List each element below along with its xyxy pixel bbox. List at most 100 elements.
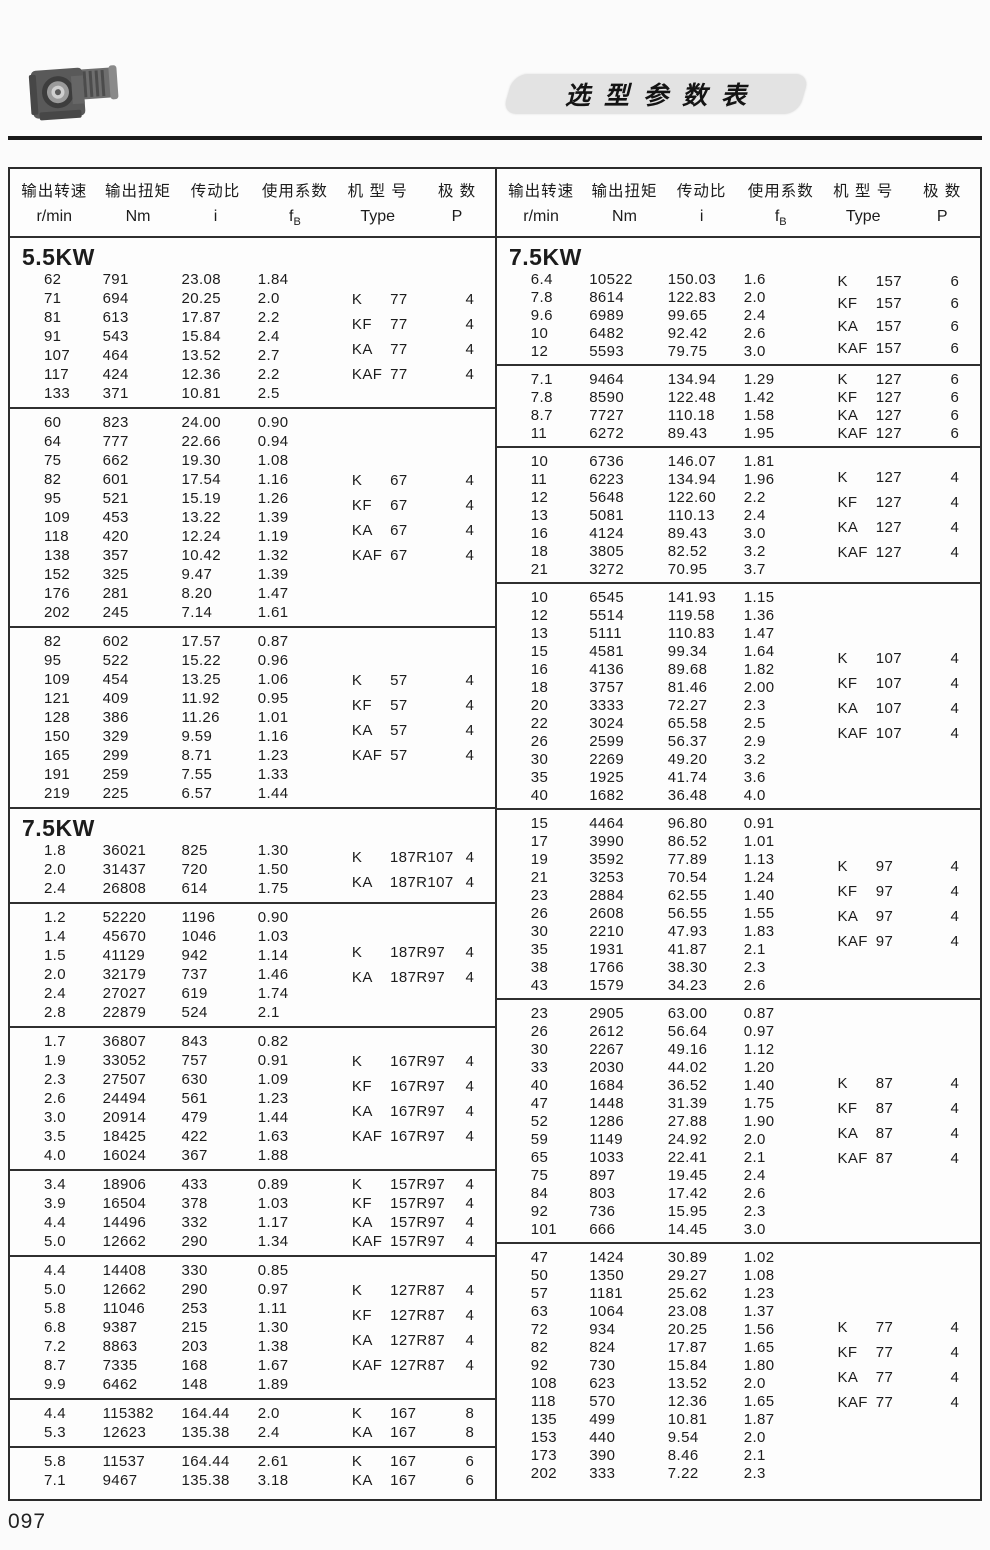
cell-ratio: 20.25 (667, 1320, 708, 1338)
data-block: 10 6736 146.07 1.81 11 6223 134.94 1.96 12 5648 12… (497, 448, 980, 585)
type-size: 157 (875, 317, 902, 335)
cell-ratio: 86.52 (667, 832, 708, 850)
cell-speed: 108 (530, 1374, 558, 1392)
gearmotor-photo (28, 65, 119, 121)
cell-service-factor: 2.2 (743, 488, 766, 506)
table-row: 40 1684 36.52 1.40 (497, 1076, 980, 1094)
type-size: 97 (875, 908, 894, 926)
block-inner: 1.7 36807 843 0.82 1.9 33052 757 0.91 2.3 27507 63… (10, 1032, 495, 1165)
cell-ratio: 96.80 (667, 814, 708, 832)
table-row: 16 4136 89.68 1.82 (497, 660, 980, 678)
pole-value: 4 (950, 1369, 960, 1387)
type-size: 167 (390, 1472, 417, 1490)
cell-service-factor: 1.40 (743, 1076, 775, 1094)
cell-speed: 30 (530, 750, 549, 768)
cell-torque: 8590 (589, 388, 625, 406)
pole-value: 4 (465, 969, 475, 987)
data-block: 15 4464 96.80 0.91 17 3990 86.52 1.01 19 3592 77.8… (497, 810, 980, 1001)
cell-ratio: 9.59 (181, 728, 213, 746)
type-prefix: KF (837, 1100, 858, 1118)
cell-ratio: 15.19 (181, 490, 222, 508)
cell-ratio: 215 (181, 1319, 208, 1337)
cell-ratio: 146.07 (667, 452, 717, 470)
type-size: 57 (390, 746, 408, 764)
table-row: 7.8 8590 122.48 1.42 (497, 388, 980, 406)
table-row: 101 666 14.45 3.0 (497, 1220, 980, 1238)
type-row: KF 67 4 (352, 493, 488, 518)
pole-value: 4 (465, 848, 475, 866)
cell-speed: 81 (43, 309, 62, 327)
cell-speed: 52 (530, 1112, 549, 1130)
page-title-banner: 选型参数表 (502, 74, 810, 114)
cell-ratio: 30.89 (667, 1248, 708, 1266)
cell-speed: 6.8 (43, 1319, 66, 1337)
cell-ratio: 56.55 (667, 904, 708, 922)
cell-ratio: 253 (181, 1300, 208, 1318)
cell-torque: 12662 (102, 1233, 147, 1251)
cell-speed: 2.6 (43, 1090, 66, 1108)
table-row: 20 3333 72.27 2.3 (497, 696, 980, 714)
header-unit-poles: P (451, 208, 463, 225)
type-column: K 57 4 KF 57 4 KA 57 4 KAF 57 4 (352, 632, 488, 803)
pole-value: 6 (950, 370, 960, 388)
block-inner: 1.2 52220 1196 0.90 1.4 45670 1046 1.03 1.5 41129… (10, 908, 495, 1022)
table-row: 202 333 7.22 2.3 (497, 1464, 980, 1482)
type-prefix: K (351, 1176, 363, 1194)
cell-speed: 5.3 (43, 1424, 66, 1442)
cell-torque: 2608 (589, 904, 625, 922)
cell-service-factor: 2.4 (257, 328, 280, 346)
type-column: K 157 6 KF 157 6 KA 157 6 KAF 157 6 (838, 270, 973, 360)
cell-ratio: 7.14 (181, 604, 213, 622)
cell-service-factor: 1.65 (743, 1338, 775, 1356)
cell-ratio: 15.84 (667, 1356, 708, 1374)
type-row: K 57 4 (352, 668, 488, 693)
type-size: 57 (390, 671, 408, 689)
cell-speed: 47 (530, 1094, 549, 1112)
pole-value: 4 (465, 671, 475, 689)
block-inner: 5.8 11537 164.44 2.61 7.1 9467 135.38 3.18 K 167 6… (10, 1452, 495, 1490)
cell-service-factor: 1.65 (743, 1392, 775, 1410)
cell-ratio: 17.54 (181, 471, 222, 489)
cell-speed: 153 (530, 1428, 558, 1446)
cell-service-factor: 1.47 (257, 585, 289, 603)
cell-service-factor: 2.1 (743, 940, 766, 958)
type-prefix: K (351, 1453, 363, 1471)
cell-speed: 191 (43, 766, 71, 784)
cell-torque: 424 (102, 366, 129, 384)
cell-service-factor: 2.0 (743, 288, 766, 306)
table-row: 2.0 31437 720 1.50 (10, 860, 495, 879)
pole-value: 4 (465, 1281, 475, 1299)
table-row: 62 791 23.08 1.84 (10, 270, 495, 289)
table-row: 13 5081 110.13 2.4 (497, 506, 980, 524)
table-row: 60 823 24.00 0.90 (10, 413, 495, 432)
cell-service-factor: 2.3 (743, 1464, 766, 1482)
cell-speed: 4.0 (43, 1147, 66, 1165)
cell-service-factor: 0.90 (257, 909, 289, 927)
cell-speed: 82 (530, 1338, 549, 1356)
cell-service-factor: 4.0 (743, 786, 766, 804)
header-unit-torque: Nm (612, 208, 637, 225)
pole-value: 4 (950, 1100, 960, 1118)
cell-torque: 2905 (589, 1004, 625, 1022)
type-row: KA 127 4 (838, 515, 973, 540)
type-row: KAF 127R87 4 (352, 1353, 488, 1378)
cell-service-factor: 1.03 (257, 928, 289, 946)
type-size: 157R97 (390, 1176, 446, 1194)
data-rows: 6.4 10522 150.03 1.6 7.8 8614 122.83 2.0 9.6 6989… (497, 270, 980, 360)
cell-service-factor: 1.88 (257, 1147, 289, 1165)
table-row: 2.4 27027 619 1.74 (10, 984, 495, 1003)
type-prefix: K (837, 650, 848, 668)
header-unit-ratio: i (213, 208, 218, 225)
type-row: KF 167R97 4 (352, 1074, 488, 1099)
cell-service-factor: 1.12 (743, 1040, 775, 1058)
cell-speed: 57 (530, 1284, 549, 1302)
cell-torque: 245 (102, 604, 129, 622)
type-row: KF 107 4 (838, 671, 973, 696)
cell-service-factor: 2.0 (257, 290, 280, 308)
cell-service-factor: 1.08 (257, 452, 289, 470)
pole-value: 4 (465, 721, 475, 739)
type-row: KAF 87 4 (838, 1146, 973, 1171)
cell-service-factor: 0.97 (257, 1281, 289, 1299)
data-block: 7.5KW 6.4 10522 150.03 1.6 7.8 8614 122.83 2.0 9.… (497, 238, 980, 367)
cell-speed: 26 (530, 904, 549, 922)
